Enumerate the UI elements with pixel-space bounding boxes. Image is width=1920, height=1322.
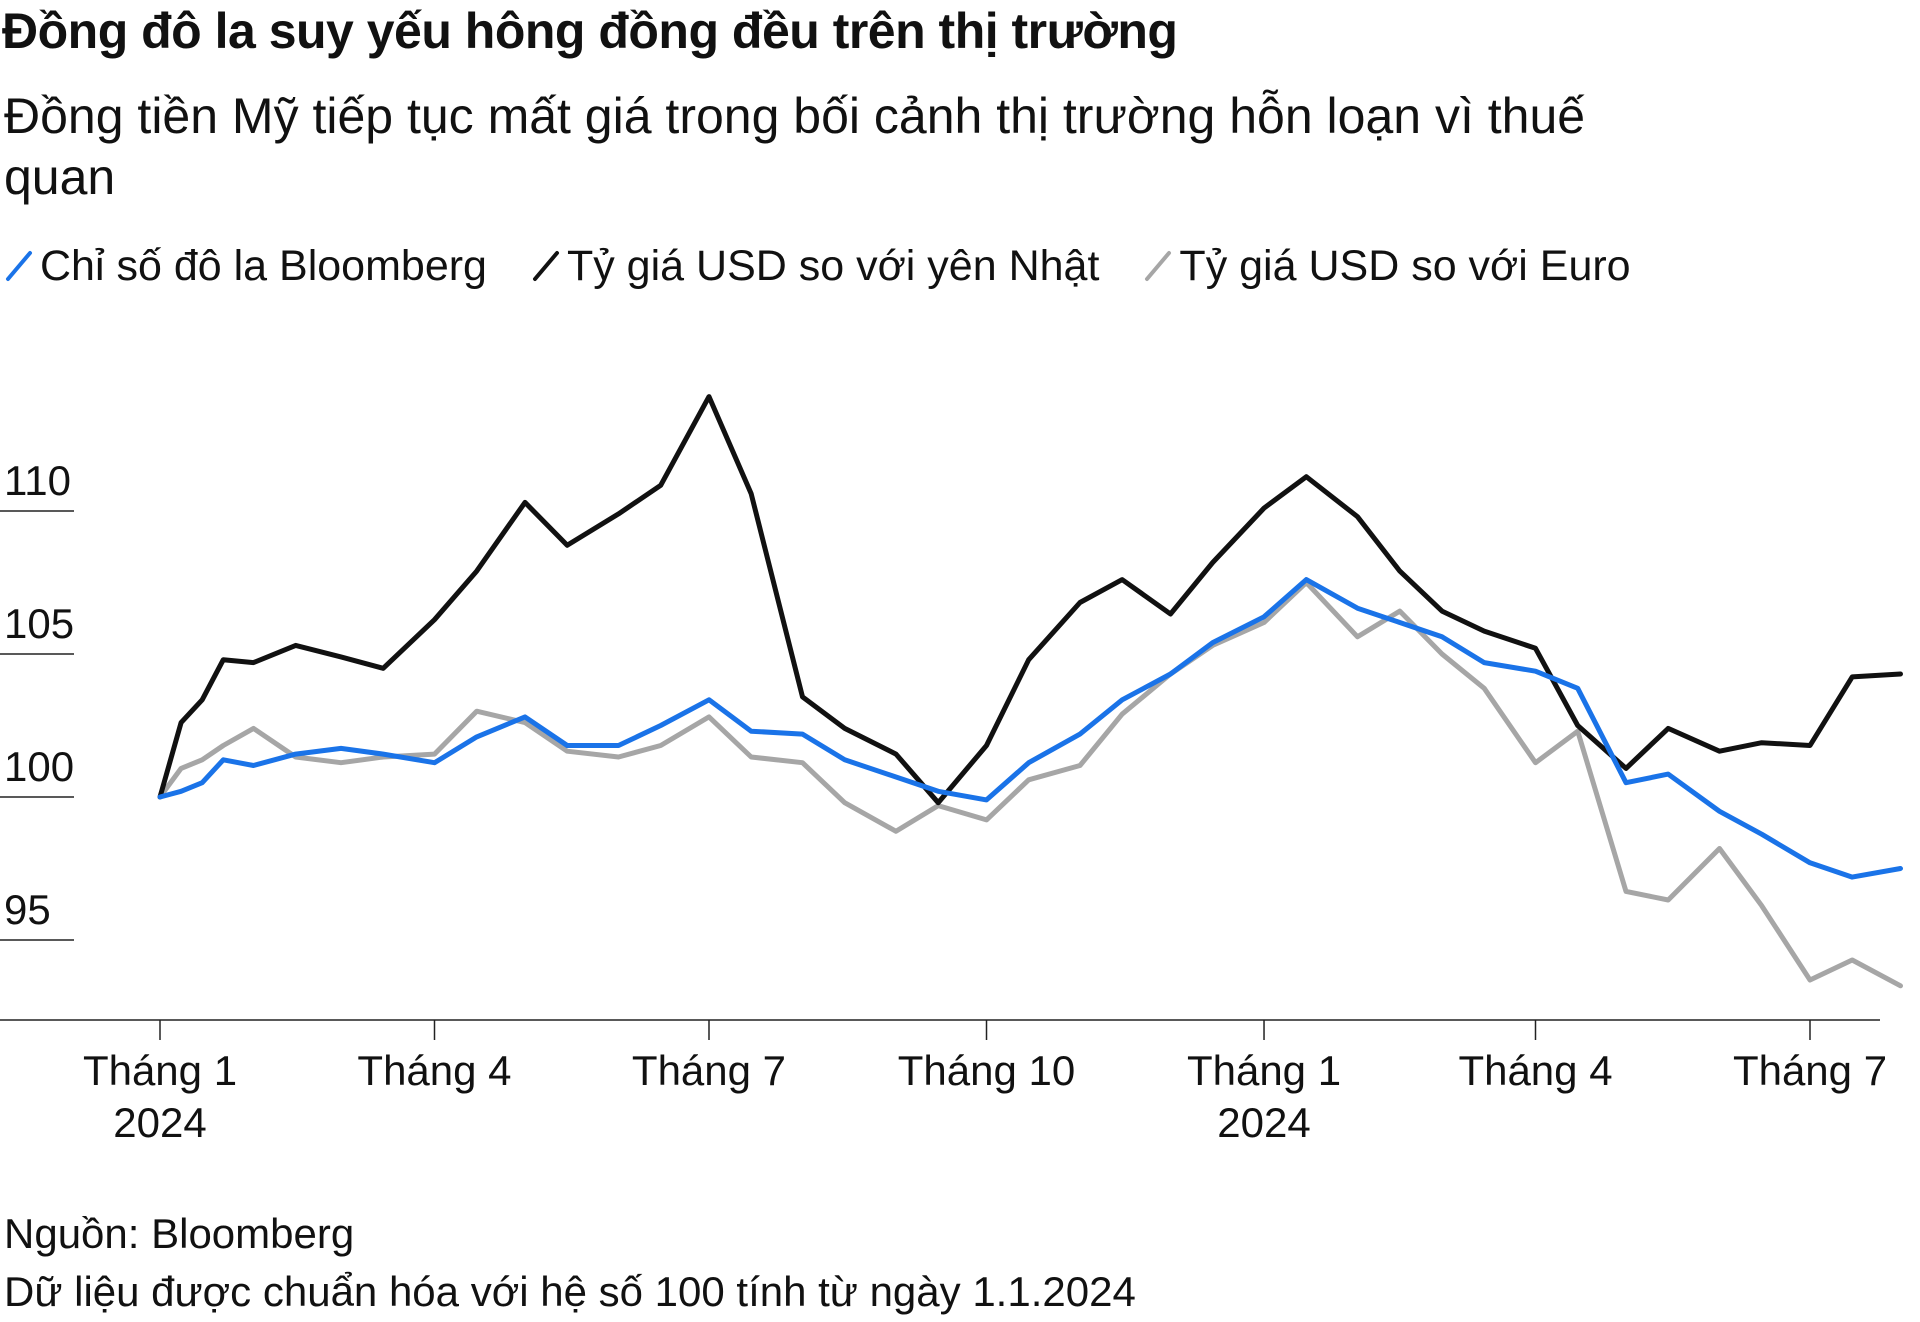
legend-label-usd-jpy: Tỷ giá USD so với yên Nhật xyxy=(566,241,1100,290)
chart-legend: Chỉ số đô la Bloomberg Tỷ giá USD so với… xyxy=(4,238,1675,294)
legend-swatch-line xyxy=(6,251,32,281)
legend-item-dollar-index: Chỉ số đô la Bloomberg xyxy=(4,242,487,291)
legend-swatch-usd-eur xyxy=(1145,251,1172,281)
legend-item-usd-jpy: Tỷ giá USD so với yên Nhật xyxy=(531,242,1099,291)
x-axis: Tháng 1 2024 Tháng 4 Tháng 7 Tháng 10 Tháng 1… xyxy=(0,1019,1887,1146)
y-axis: 95 100 105 110 xyxy=(0,457,74,941)
legend-item-usd-eur: Tỷ giá USD so với Euro xyxy=(1143,241,1631,291)
y-tick-label: 95 xyxy=(4,886,51,933)
y-tick-label: 110 xyxy=(4,457,71,504)
footnote: Dữ liệu được chuẩn hóa với hệ số 100 tín… xyxy=(4,1268,1136,1315)
legend-label-dollar-index: Chỉ số đô la Bloomberg xyxy=(40,241,487,290)
series-layer xyxy=(157,394,1903,989)
series-line-dollar-index xyxy=(157,577,1903,880)
x-tick-year-label: 2024 xyxy=(113,1099,206,1146)
x-tick-label: Tháng 10 xyxy=(898,1047,1075,1094)
legend-label-usd-eur: Tỷ giá USD so với Euro xyxy=(1179,241,1631,290)
source-note: Nguồn: Bloomberg xyxy=(4,1210,355,1257)
legend-swatch-dollar-index xyxy=(6,251,32,281)
x-tick-year-label: 2024 xyxy=(1217,1099,1310,1146)
x-tick-label: Tháng 7 xyxy=(632,1047,786,1094)
chart-subtitle: Đồng tiền Mỹ tiếp tục mất giá trong bối … xyxy=(4,88,1586,205)
x-tick-label: Tháng 4 xyxy=(1458,1047,1612,1094)
legend-swatch-usd-jpy xyxy=(532,251,559,281)
legend-swatch-line xyxy=(1145,251,1172,281)
x-tick-label: Tháng 7 xyxy=(1733,1047,1887,1094)
series-line-usd-eur xyxy=(157,580,1903,989)
chart-title: Đồng đô la suy yếu hông đồng đều trên th… xyxy=(2,3,1178,59)
y-tick-label: 100 xyxy=(4,743,74,790)
series-line-usd-jpy xyxy=(157,394,1903,806)
legend-swatch-line xyxy=(532,251,559,281)
x-tick-label: Tháng 1 xyxy=(83,1047,237,1094)
x-tick-label: Tháng 4 xyxy=(357,1047,511,1094)
y-tick-label: 105 xyxy=(4,600,74,647)
x-tick-label: Tháng 1 xyxy=(1187,1047,1341,1094)
